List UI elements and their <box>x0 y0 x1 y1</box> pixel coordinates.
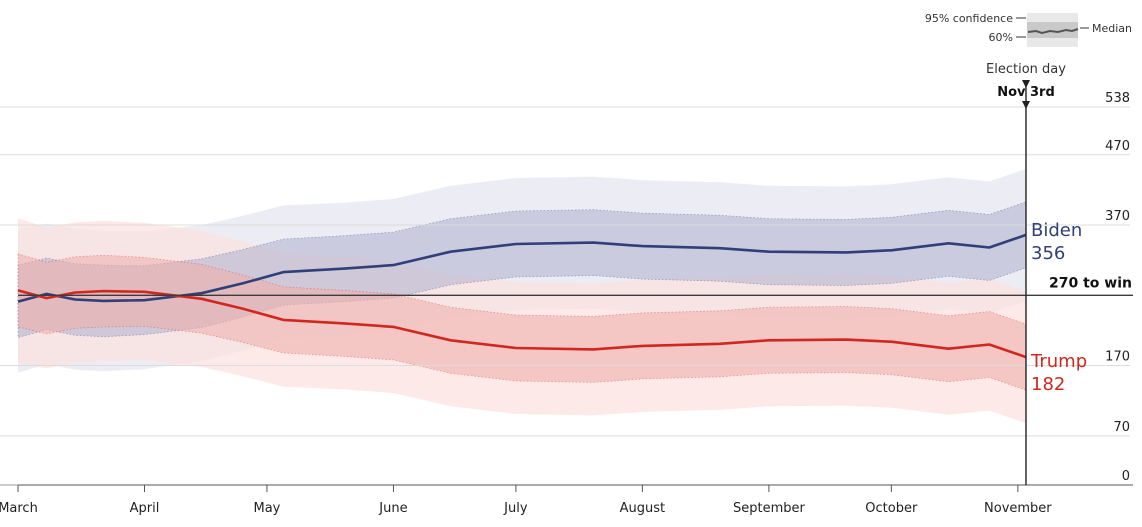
legend-median-sample <box>1027 28 1079 35</box>
y-tick-label-170: 170 <box>1105 350 1130 365</box>
biden-median-line <box>17 233 1027 303</box>
legend-95-label: 95% confidence <box>925 12 1013 25</box>
y-tick-label-0: 0 <box>1122 469 1130 484</box>
trump-band-60 <box>17 253 1027 391</box>
biden-name-label: Biden <box>1031 220 1082 241</box>
y-tick-label-70: 70 <box>1113 420 1130 435</box>
threshold-label: 270 to win <box>1049 275 1132 291</box>
y-tick-label-538: 538 <box>1105 91 1130 106</box>
x-tick-label-may: May <box>253 501 280 516</box>
trump-median-line <box>17 289 1027 359</box>
x-tick-label-november: November <box>984 501 1052 516</box>
x-tick-label-september: September <box>733 501 806 516</box>
x-tick-label-august: August <box>620 501 666 516</box>
election-day-arrow-bottom <box>1022 101 1030 109</box>
threshold-line: 270 to win <box>18 275 1133 296</box>
x-tick-label-october: October <box>865 501 918 516</box>
x-tick-label-march: March <box>0 501 38 516</box>
trump-value-label: 182 <box>1031 374 1065 395</box>
legend-60-swatch <box>1027 22 1078 38</box>
x-tick-label-july: July <box>503 501 528 516</box>
x-axis: March April May June July August September Octo… <box>0 484 1133 516</box>
biden-value-label: 356 <box>1031 243 1065 264</box>
median-lines <box>17 233 1027 359</box>
trump-name-label: Trump <box>1030 351 1087 372</box>
election-day-arrow-top <box>1022 80 1030 88</box>
election-day-label: Election day <box>986 62 1066 77</box>
y-tick-label-370: 370 <box>1105 209 1130 224</box>
x-tick-label-june: June <box>378 501 407 516</box>
election-day-date: Nov 3rd <box>997 85 1055 100</box>
x-tick-label-april: April <box>130 501 160 516</box>
y-tick-label-470: 470 <box>1105 139 1130 154</box>
legend-60-label: 60% <box>989 31 1013 44</box>
election-day-marker: Election day Nov 3rd <box>986 62 1066 485</box>
legend: 95% confidence 60% Median <box>925 12 1132 47</box>
y-axis: 0 70 170 370 470 538 <box>1105 91 1130 484</box>
confidence-bands <box>17 168 1027 424</box>
legend-median-label: Median <box>1092 22 1132 35</box>
